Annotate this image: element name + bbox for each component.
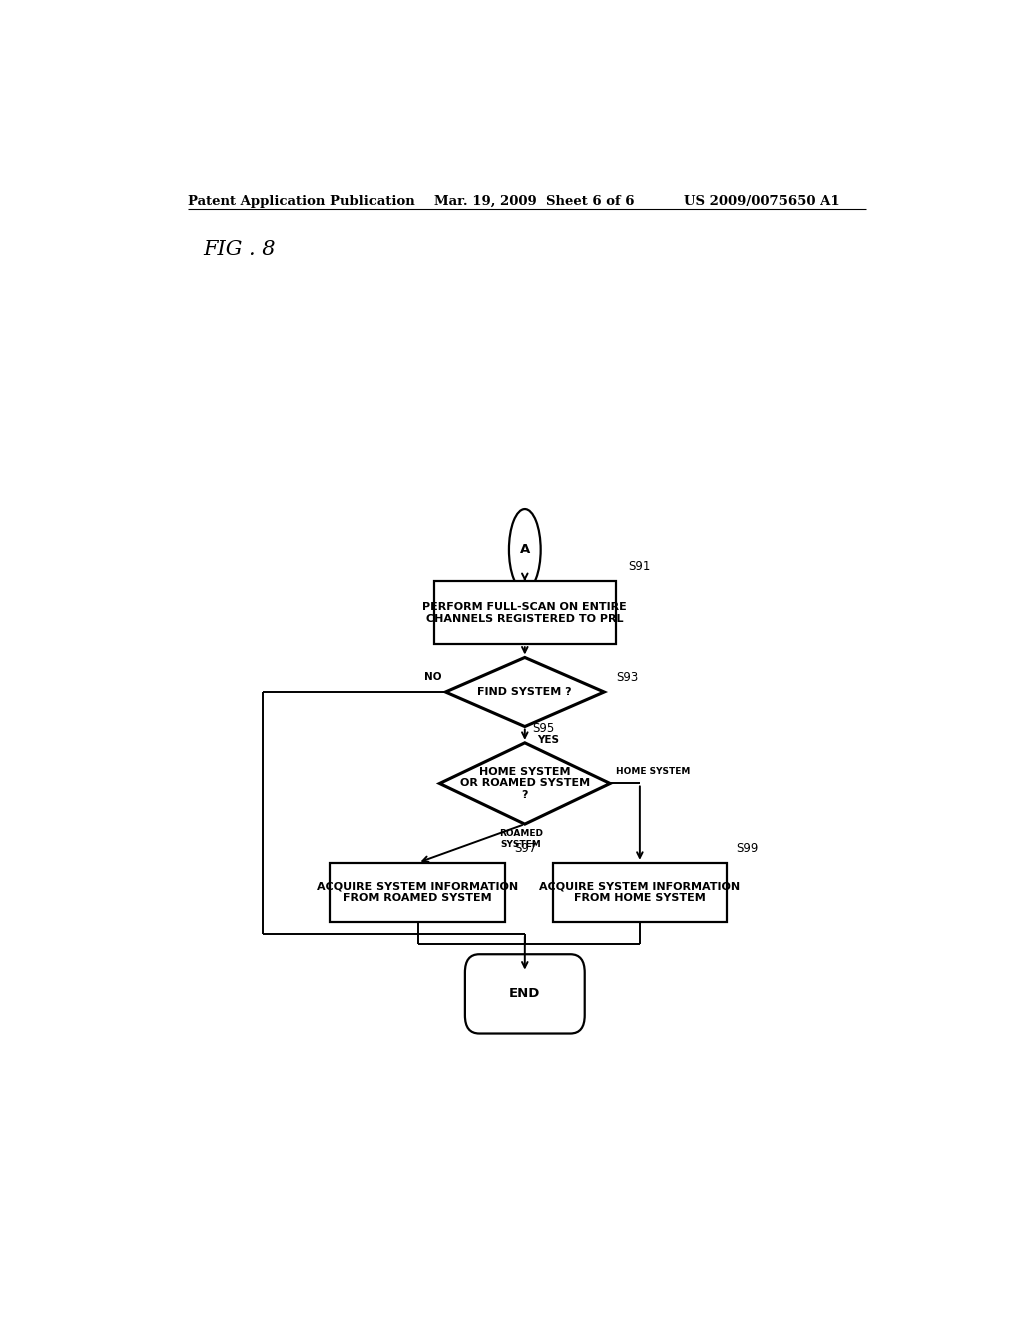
Text: PERFORM FULL-SCAN ON ENTIRE
CHANNELS REGISTERED TO PRL: PERFORM FULL-SCAN ON ENTIRE CHANNELS REG… [423,602,627,623]
FancyBboxPatch shape [465,954,585,1034]
Text: HOME SYSTEM: HOME SYSTEM [616,767,691,776]
Text: S97: S97 [514,842,537,854]
Text: ACQUIRE SYSTEM INFORMATION
FROM ROAMED SYSTEM: ACQUIRE SYSTEM INFORMATION FROM ROAMED S… [317,882,518,903]
Text: YES: YES [537,735,559,744]
Text: FIND SYSTEM ?: FIND SYSTEM ? [477,686,572,697]
Text: A: A [519,544,530,556]
Text: NO: NO [424,672,441,682]
Text: HOME SYSTEM
OR ROAMED SYSTEM
?: HOME SYSTEM OR ROAMED SYSTEM ? [460,767,590,800]
FancyBboxPatch shape [331,863,505,921]
Text: FIG . 8: FIG . 8 [204,240,275,259]
Polygon shape [439,743,610,824]
FancyBboxPatch shape [433,581,616,644]
Polygon shape [445,657,604,726]
Text: US 2009/0075650 A1: US 2009/0075650 A1 [684,195,839,209]
Ellipse shape [509,510,541,590]
Text: ACQUIRE SYSTEM INFORMATION
FROM HOME SYSTEM: ACQUIRE SYSTEM INFORMATION FROM HOME SYS… [540,882,740,903]
Text: S91: S91 [628,560,650,573]
Text: ROAMED
SYSTEM: ROAMED SYSTEM [499,829,543,849]
Text: Mar. 19, 2009  Sheet 6 of 6: Mar. 19, 2009 Sheet 6 of 6 [433,195,634,209]
FancyBboxPatch shape [553,863,727,921]
Text: END: END [509,987,541,1001]
Text: Patent Application Publication: Patent Application Publication [187,195,415,209]
Text: S99: S99 [736,842,759,854]
Text: S95: S95 [532,722,555,735]
Text: S93: S93 [616,671,638,684]
